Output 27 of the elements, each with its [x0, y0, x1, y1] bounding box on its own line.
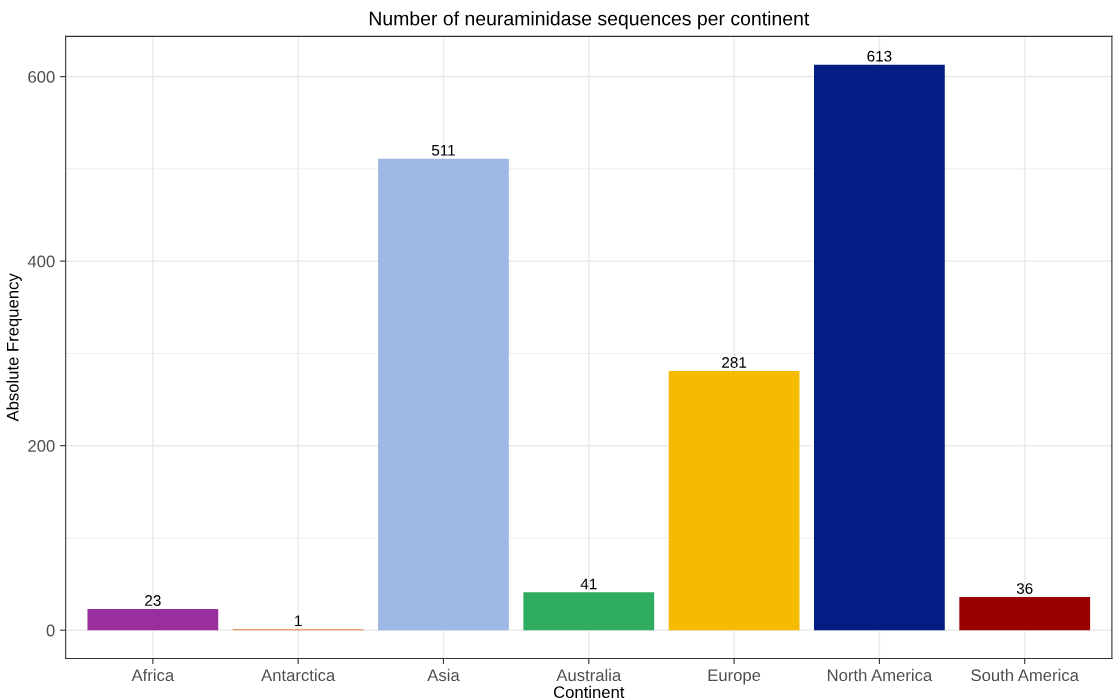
bar: [378, 158, 509, 631]
bar: [814, 64, 945, 631]
x-tick-label: North America: [827, 668, 933, 682]
data-label: 1: [295, 615, 302, 627]
data-label: 613: [867, 50, 892, 62]
bar: [523, 592, 655, 631]
x-tick-label: Europe: [708, 669, 761, 685]
y-axis-title: Absolute Frequency: [6, 273, 22, 422]
y-tick-label: 0: [46, 624, 55, 637]
bar: [668, 370, 800, 631]
y-tick-label: 400: [27, 255, 55, 268]
x-tick-label: South America: [971, 668, 1079, 682]
data-label: 281: [722, 357, 747, 368]
bar: [87, 608, 219, 631]
data-label: 23: [145, 595, 161, 606]
x-tick-label: Antarctica: [261, 668, 336, 682]
x-tick-label: Australia: [556, 668, 622, 682]
bar: [959, 596, 1091, 631]
x-tick-label: Africa: [131, 668, 175, 682]
chart-title: Number of neuraminidase sequences per continent: [369, 11, 810, 30]
y-tick-label: 600: [28, 71, 55, 83]
data-label: 36: [1016, 583, 1033, 594]
data-label: 41: [580, 578, 597, 590]
data-label: 511: [431, 145, 455, 156]
x-axis-title: Continent: [553, 685, 625, 699]
x-tick-label: Asia: [427, 668, 460, 682]
y-tick-label: 200: [28, 440, 55, 452]
